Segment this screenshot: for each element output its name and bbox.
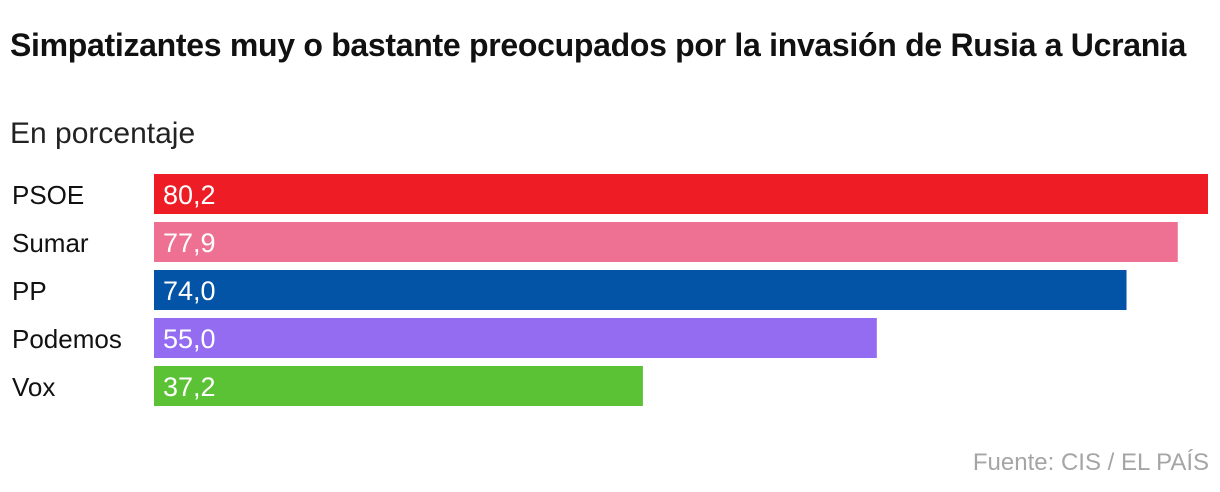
bar-psoe	[154, 174, 1208, 214]
value-label-sumar: 77,9	[163, 228, 216, 258]
category-label-sumar: Sumar	[12, 228, 89, 258]
category-label-psoe: PSOE	[12, 180, 84, 210]
bar-pp	[154, 270, 1127, 310]
source-note: Fuente: CIS / EL PAÍS	[972, 449, 1209, 476]
value-label-vox: 37,2	[163, 372, 216, 402]
bar-vox	[154, 366, 643, 406]
bar-podemos	[154, 318, 877, 358]
bar-sumar	[154, 222, 1178, 262]
category-label-podemos: Podemos	[12, 324, 122, 354]
chart-title: Simpatizantes muy o bastante preocupados…	[10, 27, 1187, 63]
value-label-podemos: 55,0	[163, 324, 216, 354]
category-label-pp: PP	[12, 276, 47, 306]
value-label-pp: 74,0	[163, 276, 216, 306]
value-label-psoe: 80,2	[163, 180, 216, 210]
category-label-vox: Vox	[12, 372, 55, 402]
chart-subtitle: En porcentaje	[10, 117, 196, 150]
